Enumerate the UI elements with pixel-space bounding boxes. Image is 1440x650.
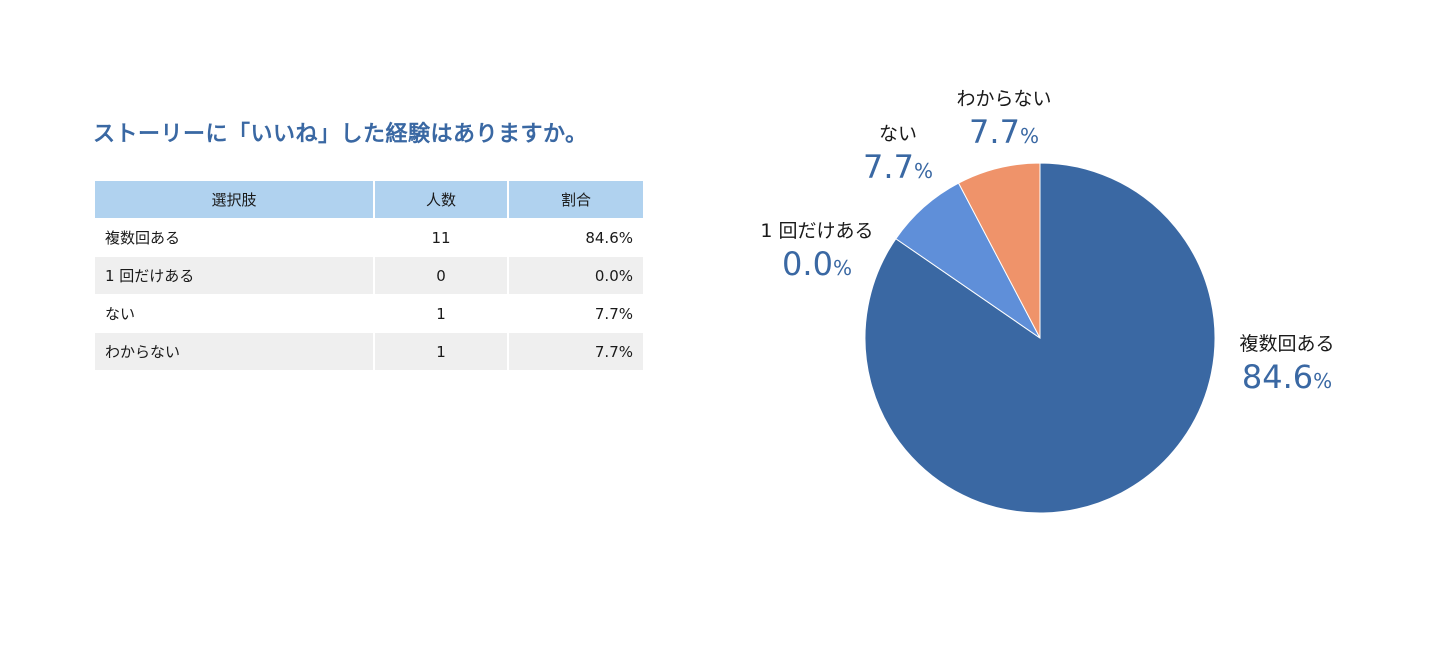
- cell-choice: ない: [95, 294, 375, 333]
- slice-value-label: 84.6%: [1242, 358, 1332, 396]
- question-title: ストーリーに「いいね」した経験はありますか。: [93, 122, 588, 147]
- cell-count: 1: [374, 294, 509, 333]
- header-ratio: 割合: [508, 181, 643, 219]
- cell-count: 1: [374, 332, 509, 370]
- table-row: 1 回だけある 0 0.0%: [95, 256, 643, 295]
- slice-value-label: 7.7%: [969, 113, 1039, 151]
- table-row: わからない 1 7.7%: [95, 332, 643, 370]
- cell-ratio: 84.6%: [508, 218, 643, 257]
- pie-slice: [957, 162, 1041, 339]
- table-row: ない 1 7.7%: [95, 294, 643, 333]
- table-row: 複数回ある 11 84.6%: [95, 218, 643, 257]
- header-count: 人数: [374, 181, 509, 219]
- cell-ratio: 0.0%: [508, 256, 643, 295]
- cell-choice: わからない: [95, 332, 375, 370]
- slice-label: 1 回だけある: [760, 220, 873, 242]
- cell-choice: 1 回だけある: [95, 256, 375, 295]
- cell-choice: 複数回ある: [95, 218, 375, 257]
- slice-label: わからない: [956, 88, 1051, 110]
- cell-count: 0: [374, 256, 509, 295]
- cell-ratio: 7.7%: [508, 294, 643, 333]
- slice-label: 複数回ある: [1239, 333, 1334, 355]
- slice-value-label: 7.7%: [863, 148, 933, 186]
- cell-count: 11: [374, 218, 509, 257]
- slice-label: ない: [879, 123, 917, 145]
- slice-value-label: 0.0%: [782, 245, 852, 283]
- results-table: 選択肢 人数 割合 複数回ある 11 84.6% 1 回だけある 0 0.0% …: [95, 181, 643, 370]
- cell-ratio: 7.7%: [508, 332, 643, 370]
- table-header-row: 選択肢 人数 割合: [95, 181, 643, 219]
- header-choice: 選択肢: [95, 181, 375, 219]
